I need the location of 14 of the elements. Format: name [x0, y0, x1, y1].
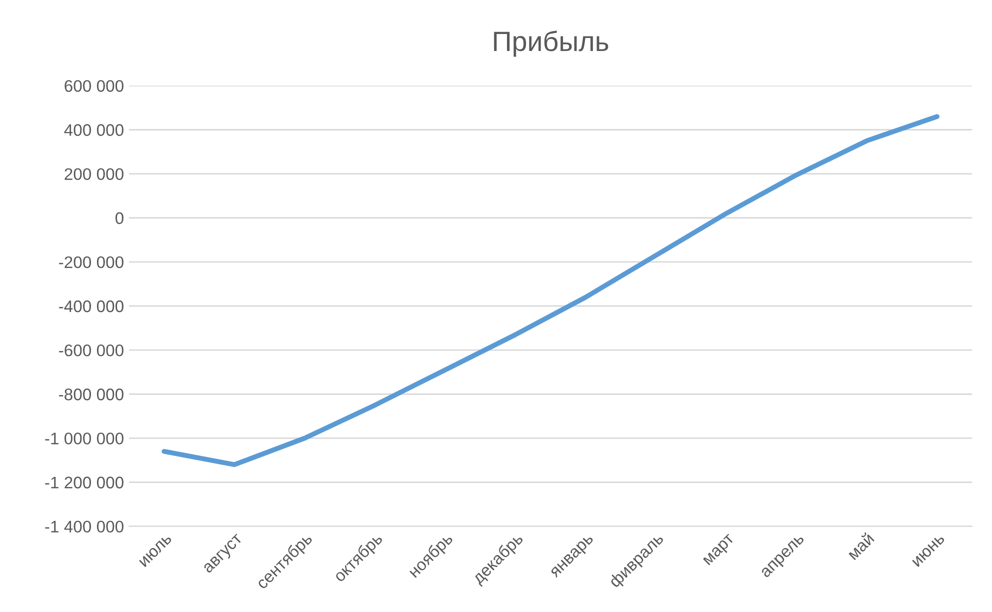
y-tick-label: -600 000 — [59, 344, 124, 356]
y-tick-label: 200 000 — [64, 168, 124, 180]
y-tick-label: -200 000 — [59, 256, 124, 268]
chart-title: Прибыль — [494, 30, 608, 57]
y-tick-label: 0 — [115, 212, 124, 224]
y-tick-label: -1 400 000 — [45, 520, 124, 533]
line-series — [162, 114, 940, 468]
y-tick-label: -1 000 000 — [45, 432, 124, 444]
y-tick-label: -800 000 — [59, 388, 124, 400]
y-tick-label: -400 000 — [59, 300, 124, 312]
y-tick-label: 600 000 — [64, 80, 124, 92]
x-tick-label: май — [846, 532, 875, 560]
y-tick-label: -1 200 000 — [45, 476, 124, 488]
y-tick-label: 400 000 — [64, 124, 124, 136]
